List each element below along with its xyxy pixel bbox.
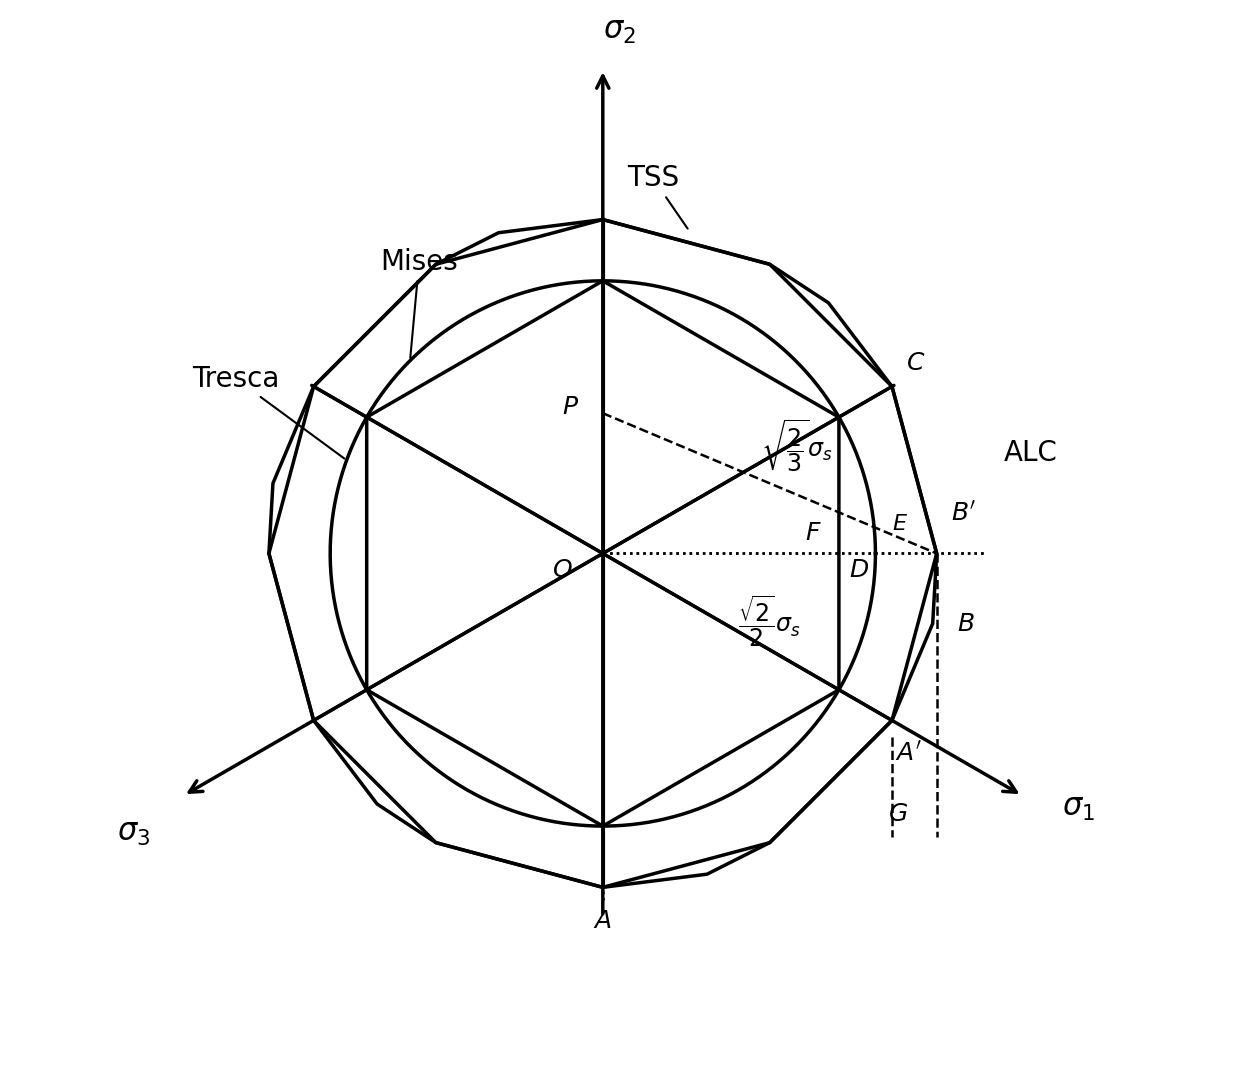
Text: A: A	[595, 909, 611, 933]
Text: $\dfrac{\sqrt{2}}{2}\sigma_s$: $\dfrac{\sqrt{2}}{2}\sigma_s$	[738, 594, 802, 649]
Text: $\sigma_3$: $\sigma_3$	[116, 819, 150, 848]
Text: O: O	[553, 558, 572, 582]
Text: Tresca: Tresca	[192, 365, 344, 458]
Text: G: G	[888, 801, 908, 825]
Text: ALC: ALC	[1004, 439, 1057, 467]
Text: $A'$: $A'$	[896, 742, 922, 766]
Text: $\sigma_2$: $\sigma_2$	[603, 17, 636, 46]
Text: C: C	[907, 351, 924, 375]
Text: $B'$: $B'$	[950, 502, 976, 526]
Text: $\sigma_1$: $\sigma_1$	[1062, 794, 1095, 823]
Text: $\sqrt{\dfrac{2}{3}}\sigma_s$: $\sqrt{\dfrac{2}{3}}\sigma_s$	[761, 418, 833, 476]
Text: F: F	[805, 521, 819, 545]
Text: B: B	[958, 611, 975, 635]
Text: TSS: TSS	[627, 164, 688, 229]
Text: P: P	[561, 394, 577, 418]
Text: Mises: Mises	[380, 248, 458, 358]
Text: D: D	[849, 558, 869, 582]
Text: E: E	[892, 514, 906, 534]
